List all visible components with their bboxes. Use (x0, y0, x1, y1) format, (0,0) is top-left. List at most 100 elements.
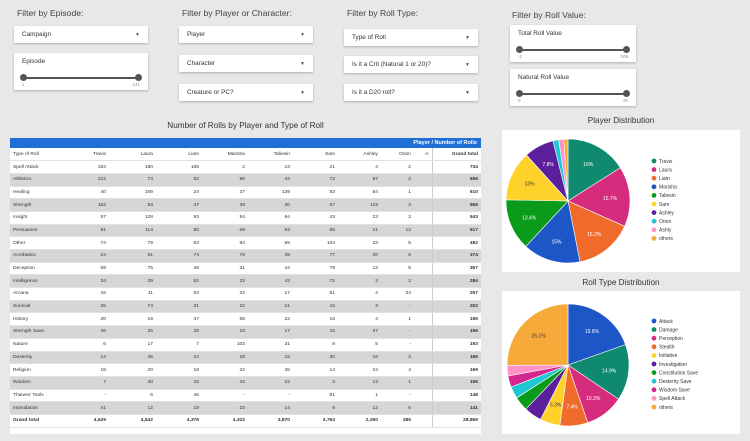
player-dropdown[interactable]: Player ▼ (179, 26, 313, 43)
player-legend-dot (651, 236, 657, 241)
pivot-table[interactable]: Player / Number of Rolls Type of Roll Tra… (10, 138, 481, 434)
rolltype-legend-label[interactable]: Spell Attack (659, 396, 686, 402)
column-header[interactable]: A (414, 148, 432, 162)
total-roll-label: Total Roll Value (518, 30, 562, 37)
column-header[interactable]: Grand total (431, 148, 481, 162)
rolltype-legend-label[interactable]: Perception (659, 336, 683, 342)
episode-min-knob[interactable] (20, 74, 27, 81)
table-cell: 28 (156, 325, 202, 339)
table-cell: 169 (156, 160, 202, 174)
table-cell (414, 401, 432, 415)
column-header[interactable]: Ashley (338, 148, 381, 162)
natural-roll-track[interactable] (516, 90, 630, 97)
column-header[interactable]: Type of Roll (10, 148, 62, 162)
player-data-label: 15.2% (587, 232, 602, 238)
campaign-dropdown[interactable]: Campaign ▼ (14, 26, 148, 43)
column-header[interactable]: Laura (109, 148, 156, 162)
filter-rollvalue-title: Filter by Roll Value: (512, 10, 586, 20)
table-cell: 21 (338, 224, 381, 238)
player-legend-label[interactable]: Travis (659, 159, 673, 165)
player-data-label: 15.7% (603, 196, 618, 202)
player-legend-dot (651, 210, 657, 215)
table-cell: 46 (109, 351, 156, 365)
rolltype-legend-label[interactable]: Stealth (659, 345, 675, 351)
table-cell: 14 (293, 363, 338, 377)
crit-dropdown[interactable]: Is it a Crit (Natural 1 or 20)? ▼ (344, 56, 478, 73)
player-label: Player (187, 31, 206, 38)
column-header[interactable]: Orion (381, 148, 414, 162)
player-legend-label[interactable]: Ashley (659, 210, 675, 216)
total-roll-track[interactable] (516, 46, 630, 53)
table-row: Dexterity 14 46 24 28 15 30 16 2 186 (10, 351, 481, 365)
rolltype-legend-dot (651, 370, 657, 375)
rolltype-legend-label[interactable]: others (659, 405, 673, 411)
filter-episode-title: Filter by Episode: (17, 8, 84, 18)
table-cell: 128 (109, 211, 156, 225)
player-legend-label[interactable]: others (659, 236, 673, 242)
column-header[interactable]: Marisha (202, 148, 248, 162)
natural-max-knob[interactable] (623, 90, 630, 97)
episode-slider-track[interactable] (20, 74, 142, 81)
rolltype-legend-label[interactable]: Wisdom Save (659, 388, 690, 394)
column-header[interactable]: Liam (156, 148, 202, 162)
table-cell: 40 (109, 376, 156, 390)
rolltype-data-label: 14.9% (602, 368, 617, 374)
player-slice-travis[interactable] (567, 138, 621, 202)
column-header[interactable]: Travis (62, 148, 109, 162)
total-max-knob[interactable] (623, 46, 630, 53)
episode-label: Episode (22, 58, 46, 65)
rolltype-legend-label[interactable]: Constitution Save (659, 370, 698, 376)
table-cell: 87 (338, 173, 381, 187)
table-cell: 62 (156, 173, 202, 187)
player-slice-laura[interactable] (567, 167, 631, 227)
table-cell (414, 160, 432, 174)
player-legend-label[interactable]: Liam (659, 176, 670, 182)
rolltype-slice-attack[interactable] (567, 303, 626, 366)
player-slice-liam[interactable] (567, 200, 625, 263)
player-legend-label[interactable]: Ashly (659, 228, 672, 234)
rolltype-slice-damage[interactable] (567, 344, 630, 400)
table-cell: 6 (381, 249, 414, 263)
episode-max-knob[interactable] (135, 74, 142, 81)
rolltype-legend-label[interactable]: Initiative (659, 353, 678, 359)
total-max: 109 (620, 54, 628, 59)
type-of-roll-label: Type of Roll (352, 34, 386, 41)
rolltype-legend-label[interactable]: Dexterity Save (659, 379, 692, 385)
total-roll-slider[interactable]: Total Roll Value -2 109 (510, 25, 636, 62)
table-cell: 43 (293, 211, 338, 225)
player-legend-label[interactable]: Orion (659, 219, 671, 225)
player-pie-chart: 16% 15.7% 15.2% 15% 13.4% 13% 7.8% Travis Laura L… (505, 138, 677, 264)
d20-dropdown[interactable]: Is it a D20 roll? ▼ (344, 84, 478, 101)
type-of-roll-dropdown[interactable]: Type of Roll ▼ (344, 29, 478, 46)
table-cell: 31 (156, 300, 202, 314)
rolltype-legend-label[interactable]: Damage (659, 327, 678, 333)
player-legend-label[interactable]: Marisha (659, 185, 677, 191)
table-cell (414, 351, 432, 365)
rolltype-legend-label[interactable]: Investigation (659, 362, 687, 368)
character-dropdown[interactable]: Character ▼ (179, 55, 313, 72)
table-cell: 23 (202, 401, 248, 415)
column-header[interactable]: Taliesin (248, 148, 293, 162)
natural-roll-slider[interactable]: Natural Roll Value 0 20 (510, 69, 636, 106)
table-cell: 47 (156, 198, 202, 212)
table-cell: 1 (381, 186, 414, 200)
creature-dropdown[interactable]: Creature or PC? ▼ (179, 84, 313, 101)
table-cell: 11 (109, 287, 156, 301)
rolltype-slice-others[interactable] (506, 303, 569, 366)
player-legend-label[interactable]: Laura (659, 167, 672, 173)
table-cell: 18 (62, 363, 109, 377)
player-slice-others[interactable] (563, 138, 569, 202)
table-cell: 93 (109, 198, 156, 212)
rolltype-legend-label[interactable]: Attack (659, 319, 673, 325)
table-cell: 24 (156, 351, 202, 365)
player-slice-marisha[interactable] (525, 200, 581, 264)
table-cell: 46 (156, 389, 202, 403)
episode-slider[interactable]: Episode 1 141 (14, 53, 148, 90)
player-legend-label[interactable]: Sam (659, 202, 669, 208)
total-min-knob[interactable] (516, 46, 523, 53)
column-header[interactable]: Sam (293, 148, 338, 162)
player-data-label: 13.4% (522, 216, 537, 222)
natural-min-knob[interactable] (516, 90, 523, 97)
player-legend-label[interactable]: Taliesin (659, 193, 676, 199)
episode-min: 1 (22, 82, 25, 87)
